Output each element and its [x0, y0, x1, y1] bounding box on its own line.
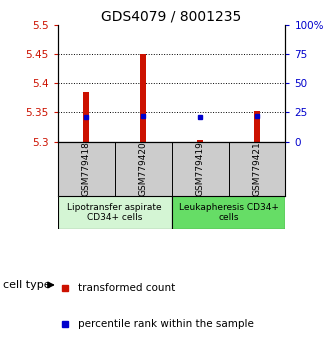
- Text: GSM779419: GSM779419: [196, 142, 205, 196]
- Text: cell type: cell type: [3, 280, 51, 290]
- Bar: [83, 92, 89, 142]
- Bar: [172, 196, 285, 229]
- Text: Lipotransfer aspirate
CD34+ cells: Lipotransfer aspirate CD34+ cells: [67, 203, 162, 222]
- Text: Leukapheresis CD34+
cells: Leukapheresis CD34+ cells: [179, 203, 279, 222]
- Bar: [254, 111, 260, 142]
- Title: GDS4079 / 8001235: GDS4079 / 8001235: [102, 10, 242, 24]
- Bar: [197, 141, 203, 142]
- Text: percentile rank within the sample: percentile rank within the sample: [78, 319, 254, 329]
- Bar: [140, 54, 146, 142]
- Text: GSM779420: GSM779420: [139, 142, 148, 196]
- Text: GSM779421: GSM779421: [252, 142, 261, 196]
- Text: GSM779418: GSM779418: [82, 142, 91, 196]
- Bar: [58, 196, 172, 229]
- Text: transformed count: transformed count: [78, 283, 176, 293]
